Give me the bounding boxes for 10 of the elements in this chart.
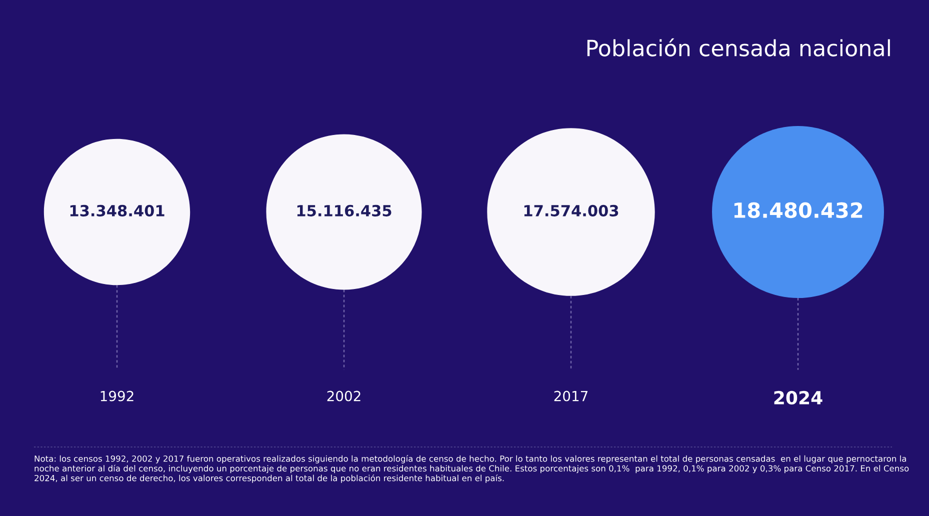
category-label: 2002 [327,390,360,402]
data-label: 18.480.432 [734,202,862,218]
category-label: 1992 [100,390,134,402]
category-label: 2024 [774,390,822,405]
data-label: 13.348.401 [70,204,164,216]
text: Población censada nacional [587,38,890,56]
data-label: 17.574.003 [524,204,618,216]
text: Nota: los censos 1992, 2002 y 2017 fueron operativos realizados siguiendo la metodología de censo de hecho. Por lo tanto los valores representan el total de personas censadas en el lugar que pernoctaron la noche anterior al día del censo, incluyendo un porcentaje de personas que no eran residentes habituales de Chile. Estos porcentajes son 0,1% para 1992, 0,1% para 2002 y 0,3% para Censo 2017. En el Censo 2024, al ser un censo de derecho, los valores corresponden al total de la población residente habitual en el país. [34,455,909,483]
category-label: 2017 [554,390,588,402]
data-label: 15.116.435 [297,204,392,216]
